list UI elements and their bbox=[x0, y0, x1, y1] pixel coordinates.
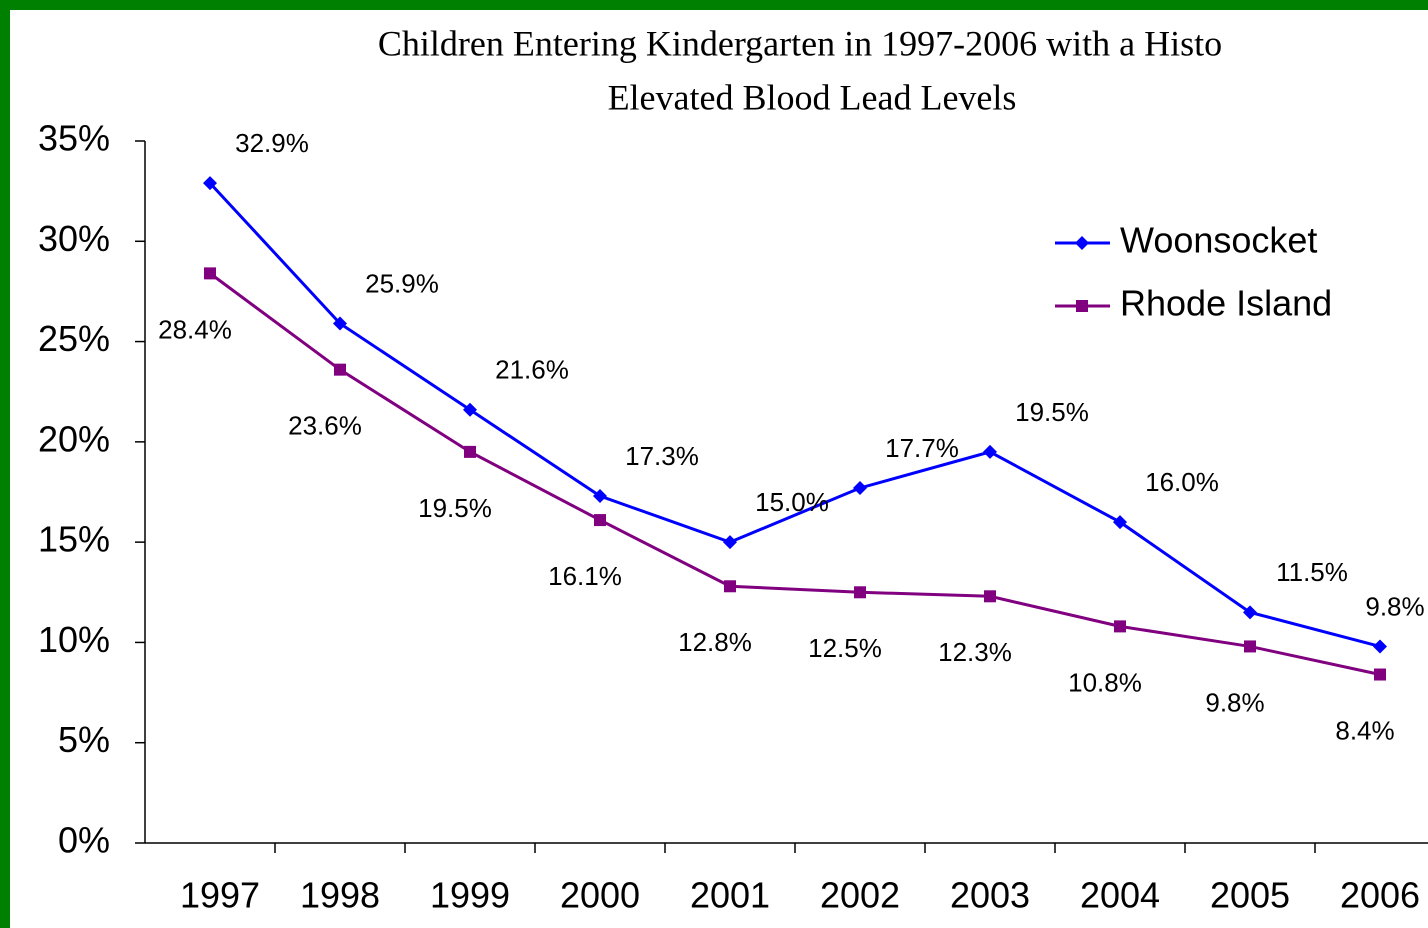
point bbox=[1113, 515, 1127, 530]
chart-title: Children Entering Kindergarten in 1997-2… bbox=[378, 23, 1222, 63]
series-line bbox=[209, 272, 1381, 676]
point bbox=[463, 402, 477, 417]
point bbox=[333, 316, 347, 331]
data-label: 16.1% bbox=[548, 561, 622, 591]
point bbox=[723, 535, 737, 550]
y-tick-label: 20% bbox=[38, 418, 110, 459]
legend-label: Rhode Island bbox=[1120, 283, 1332, 324]
point bbox=[983, 444, 997, 459]
y-tick-label: 35% bbox=[38, 118, 110, 159]
data-label: 17.3% bbox=[625, 441, 699, 471]
y-tick-label: 0% bbox=[58, 820, 110, 861]
data-label: 19.5% bbox=[418, 493, 492, 523]
point bbox=[1374, 668, 1386, 681]
x-tick-label: 1999 bbox=[430, 875, 510, 916]
y-tick-label: 10% bbox=[38, 619, 110, 660]
point bbox=[203, 176, 217, 191]
data-label: 15.0% bbox=[755, 487, 829, 517]
data-label: 12.5% bbox=[808, 633, 882, 663]
x-tick-label: 2005 bbox=[1210, 875, 1290, 916]
legend-marker bbox=[1075, 236, 1089, 250]
data-label: 28.4% bbox=[158, 314, 232, 344]
point bbox=[984, 590, 996, 603]
data-label: 9.8% bbox=[1205, 687, 1264, 717]
data-label: 8.4% bbox=[1335, 715, 1394, 745]
x-tick-label: 2003 bbox=[950, 875, 1030, 916]
point bbox=[854, 586, 866, 599]
series-line bbox=[208, 182, 1381, 648]
legend-label: Woonsocket bbox=[1120, 220, 1317, 261]
data-label: 19.5% bbox=[1015, 397, 1089, 427]
plot-background bbox=[10, 10, 1428, 928]
x-tick-label: 2000 bbox=[560, 875, 640, 916]
point bbox=[593, 489, 607, 504]
data-label: 11.5% bbox=[1276, 557, 1348, 587]
data-label: 12.3% bbox=[938, 637, 1012, 667]
point bbox=[464, 445, 476, 458]
y-tick-label: 30% bbox=[38, 218, 110, 259]
point bbox=[1114, 620, 1126, 633]
data-label: 9.8% bbox=[1365, 591, 1424, 621]
x-tick-label: 2002 bbox=[820, 875, 900, 916]
point bbox=[1244, 640, 1256, 653]
legend-marker bbox=[1076, 300, 1088, 312]
data-label: 32.9% bbox=[235, 128, 309, 158]
point bbox=[594, 514, 606, 527]
x-tick-label: 2006 bbox=[1340, 875, 1420, 916]
point bbox=[724, 580, 736, 593]
chart-title: Elevated Blood Lead Levels bbox=[608, 77, 1017, 117]
x-tick-label: 2001 bbox=[690, 875, 770, 916]
point bbox=[334, 363, 346, 376]
point bbox=[853, 480, 867, 495]
point bbox=[204, 267, 216, 280]
x-tick-label: 1998 bbox=[300, 875, 380, 916]
data-label: 16.0% bbox=[1145, 467, 1219, 497]
x-tick-label: 2004 bbox=[1080, 875, 1160, 916]
data-label: 10.8% bbox=[1068, 667, 1142, 697]
y-tick-label: 25% bbox=[38, 318, 110, 359]
data-label: 23.6% bbox=[288, 411, 362, 441]
data-label: 21.6% bbox=[495, 355, 569, 385]
data-label: 12.8% bbox=[678, 627, 752, 657]
data-label: 25.9% bbox=[365, 268, 439, 298]
point bbox=[1243, 605, 1257, 620]
data-label: 17.7% bbox=[885, 433, 959, 463]
y-tick-label: 15% bbox=[38, 519, 110, 560]
y-tick-label: 5% bbox=[58, 719, 110, 760]
x-tick-label: 1997 bbox=[180, 875, 260, 916]
point bbox=[1373, 639, 1387, 654]
